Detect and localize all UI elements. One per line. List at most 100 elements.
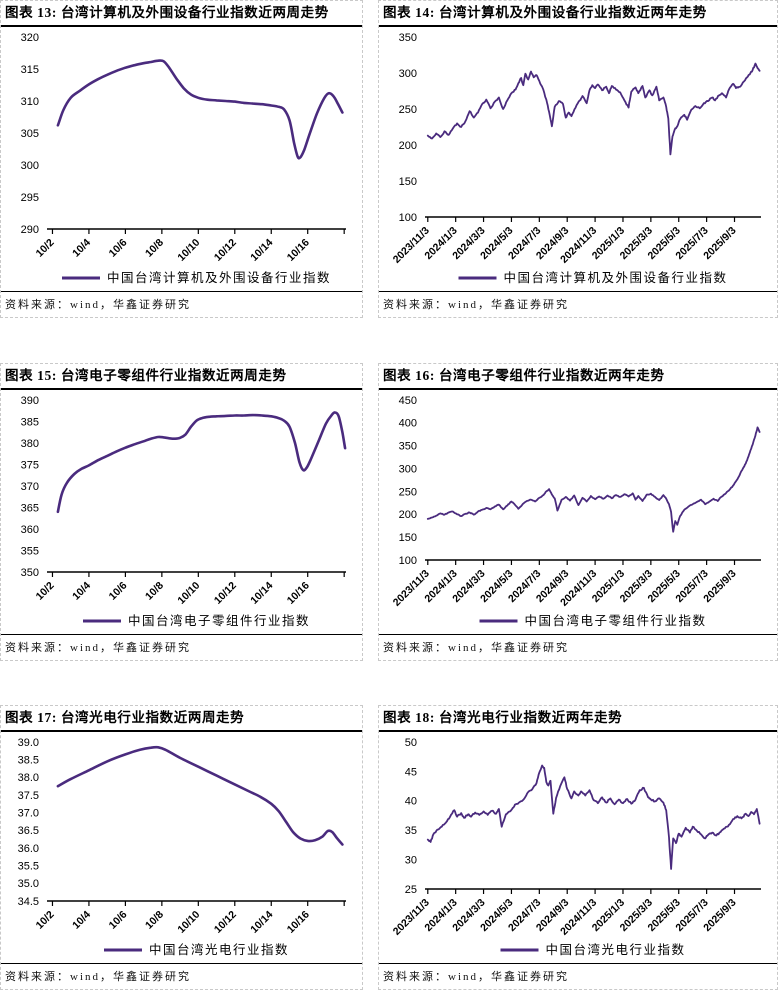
chart-area: 25 30 35 40 45 50 2023/11/3 2024/1/3 2024/3/3 202… xyxy=(379,732,777,963)
svg-text:10/14: 10/14 xyxy=(248,237,275,264)
svg-text:39.0: 39.0 xyxy=(18,737,39,749)
svg-text:200: 200 xyxy=(399,509,417,521)
svg-text:36.5: 36.5 xyxy=(18,825,39,837)
svg-text:10/8: 10/8 xyxy=(143,909,166,932)
line-chart-canvas: 1001502002503003502023/11/32024/1/32024/… xyxy=(391,32,761,285)
chart-title: 图表 16: 台湾电子零组件行业指数近两年走势 xyxy=(379,364,777,391)
svg-text:中国台湾光电行业指数: 中国台湾光电行业指数 xyxy=(546,942,686,957)
chart-cell-15: 图表 15: 台湾电子零组件行业指数近两周走势 350 355 360 365 370 3… xyxy=(0,363,363,661)
chart-cell-13: 图表 13: 台湾计算机及外围设备行业指数近两周走势 290 295 300 305 3… xyxy=(0,0,363,318)
svg-text:380: 380 xyxy=(21,438,39,450)
svg-text:10/10: 10/10 xyxy=(175,237,202,264)
svg-text:38.0: 38.0 xyxy=(18,772,39,784)
svg-text:10/16: 10/16 xyxy=(285,237,312,264)
chart-title: 图表 13: 台湾计算机及外围设备行业指数近两周走势 xyxy=(1,1,362,28)
report-row-3: 图表 17: 台湾光电行业指数近两周走势 34.5 35.0 35.5 36.0 36.… xyxy=(0,705,778,990)
svg-text:310: 310 xyxy=(21,96,39,108)
line-chart-canvas: 290 295 300 305 310 315 320 10/2 10/4 10/6 10/8 10/… xyxy=(21,32,346,285)
svg-text:350: 350 xyxy=(21,567,39,579)
svg-text:35.5: 35.5 xyxy=(18,861,39,873)
source-label: 资料来源：wind，华鑫证券研究 xyxy=(379,634,777,660)
svg-text:450: 450 xyxy=(399,395,417,407)
svg-text:365: 365 xyxy=(21,503,39,515)
svg-text:250: 250 xyxy=(399,486,417,498)
svg-text:295: 295 xyxy=(21,192,39,204)
svg-text:300: 300 xyxy=(399,464,417,476)
svg-text:10/12: 10/12 xyxy=(212,580,239,607)
report-row-2: 图表 15: 台湾电子零组件行业指数近两周走势 350 355 360 365 370 3… xyxy=(0,363,778,661)
svg-text:300: 300 xyxy=(399,68,417,80)
svg-text:45: 45 xyxy=(405,766,417,778)
chart-area: 350 355 360 365 370 375 380 385 390 10/2 10/4 10/6 1… xyxy=(1,390,362,634)
report-row-1: 图表 13: 台湾计算机及外围设备行业指数近两周走势 290 295 300 305 3… xyxy=(0,0,778,318)
svg-text:38.5: 38.5 xyxy=(18,755,39,767)
chart-area: 290 295 300 305 310 315 320 10/2 10/4 10/6 10/8 10/… xyxy=(1,27,362,291)
chart-title: 图表 17: 台湾光电行业指数近两周走势 xyxy=(1,706,362,733)
svg-text:315: 315 xyxy=(21,64,39,76)
line-chart-canvas: 1001502002503003504004502023/11/32024/1/… xyxy=(391,395,761,628)
svg-text:34.5: 34.5 xyxy=(18,896,39,908)
svg-text:370: 370 xyxy=(21,481,39,493)
svg-text:375: 375 xyxy=(21,460,39,472)
chart-cell-14: 图表 14: 台湾计算机及外围设备行业指数近两年走势 100 150 200 250 3… xyxy=(378,0,778,318)
chart-title: 图表 15: 台湾电子零组件行业指数近两周走势 xyxy=(1,364,362,391)
svg-text:400: 400 xyxy=(399,418,417,430)
source-label: 资料来源：wind，华鑫证券研究 xyxy=(1,634,362,660)
svg-text:10/14: 10/14 xyxy=(248,580,275,607)
svg-text:10/8: 10/8 xyxy=(143,237,166,260)
source-label: 资料来源：wind，华鑫证券研究 xyxy=(379,963,777,989)
svg-text:300: 300 xyxy=(21,160,39,172)
svg-text:10/10: 10/10 xyxy=(175,580,202,607)
chart-area: 34.5 35.0 35.5 36.0 36.5 37.0 37.5 38.0 38.5 39.0… xyxy=(1,732,362,963)
svg-text:10/6: 10/6 xyxy=(107,580,130,603)
svg-text:290: 290 xyxy=(21,224,39,236)
svg-text:200: 200 xyxy=(399,140,417,152)
source-label: 资料来源：wind，华鑫证券研究 xyxy=(379,291,777,317)
svg-text:中国台湾电子零组件行业指数: 中国台湾电子零组件行业指数 xyxy=(525,613,707,628)
chart-cell-17: 图表 17: 台湾光电行业指数近两周走势 34.5 35.0 35.5 36.0 36.… xyxy=(0,705,363,990)
svg-text:10/4: 10/4 xyxy=(70,909,93,932)
svg-text:35: 35 xyxy=(405,825,417,837)
svg-text:150: 150 xyxy=(399,532,417,544)
line-chart-canvas: 2530354045502023/11/32024/1/32024/3/3202… xyxy=(391,737,761,957)
svg-text:50: 50 xyxy=(405,737,417,749)
svg-text:2023/11/3: 2023/11/3 xyxy=(391,225,432,266)
svg-text:355: 355 xyxy=(21,546,39,558)
chart-cell-18: 图表 18: 台湾光电行业指数近两年走势 25 30 35 40 45 50 2023/11… xyxy=(378,705,778,990)
svg-text:350: 350 xyxy=(399,441,417,453)
svg-text:100: 100 xyxy=(399,212,417,224)
svg-text:150: 150 xyxy=(399,176,417,188)
svg-text:10/8: 10/8 xyxy=(143,580,166,603)
svg-text:中国台湾计算机及外围设备行业指数: 中国台湾计算机及外围设备行业指数 xyxy=(504,270,728,285)
svg-text:10/14: 10/14 xyxy=(248,909,275,936)
svg-text:37.5: 37.5 xyxy=(18,790,39,802)
svg-text:10/6: 10/6 xyxy=(107,237,130,260)
svg-text:320: 320 xyxy=(21,32,39,44)
chart-area: 100 150 200 250 300 350 2023/11/3 2024/1/3 2024/… xyxy=(379,27,777,291)
svg-text:10/6: 10/6 xyxy=(107,909,130,932)
svg-text:350: 350 xyxy=(399,32,417,44)
source-label: 资料来源：wind，华鑫证券研究 xyxy=(1,963,362,989)
svg-text:2023/11/3: 2023/11/3 xyxy=(391,897,432,938)
svg-text:40: 40 xyxy=(405,796,417,808)
svg-text:10/16: 10/16 xyxy=(285,909,312,936)
svg-text:100: 100 xyxy=(399,555,417,567)
svg-text:2023/11/3: 2023/11/3 xyxy=(391,568,432,609)
svg-text:10/16: 10/16 xyxy=(285,580,312,607)
svg-text:30: 30 xyxy=(405,855,417,867)
chart-cell-16: 图表 16: 台湾电子零组件行业指数近两年走势 100 150 200 250 300 3… xyxy=(378,363,778,661)
source-label: 资料来源：wind，华鑫证券研究 xyxy=(1,291,362,317)
svg-text:10/2: 10/2 xyxy=(34,909,57,932)
svg-text:36.0: 36.0 xyxy=(18,843,39,855)
svg-text:中国台湾电子零组件行业指数: 中国台湾电子零组件行业指数 xyxy=(128,613,310,628)
svg-text:250: 250 xyxy=(399,104,417,116)
line-chart-canvas: 350 355 360 365 370 375 380 385 390 10/2 10/4 10/6 1… xyxy=(21,395,347,628)
svg-text:中国台湾光电行业指数: 中国台湾光电行业指数 xyxy=(149,942,289,957)
svg-text:385: 385 xyxy=(21,417,39,429)
line-chart-canvas: 34.5 35.0 35.5 36.0 36.5 37.0 37.5 38.0 38.5 39.0… xyxy=(18,737,346,957)
svg-text:305: 305 xyxy=(21,128,39,140)
svg-text:中国台湾计算机及外围设备行业指数: 中国台湾计算机及外围设备行业指数 xyxy=(107,270,331,285)
svg-text:10/2: 10/2 xyxy=(34,237,57,260)
svg-text:25: 25 xyxy=(405,884,417,896)
